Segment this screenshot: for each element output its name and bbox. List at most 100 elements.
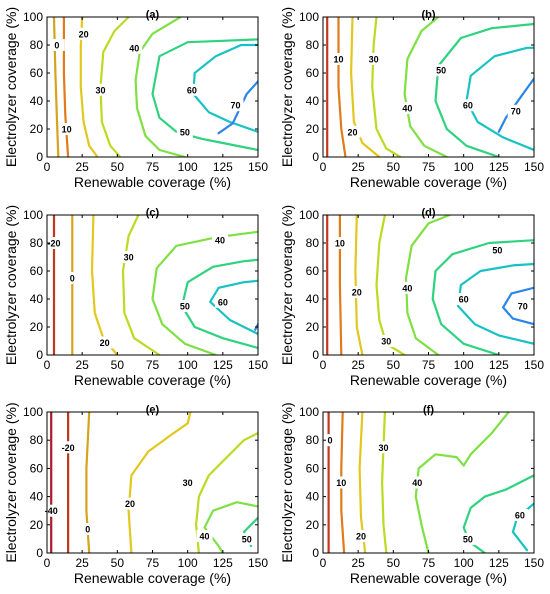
contour-label: 0 — [85, 525, 90, 535]
contour-line — [52, 17, 60, 157]
contour-label: 50 — [492, 246, 502, 256]
contour-label: 40 — [129, 43, 139, 53]
y-tick-label: 40 — [30, 292, 44, 306]
contour-label: 30 — [369, 55, 379, 65]
x-axis-label: Renewable coverage (%) — [350, 174, 507, 190]
y-tick-label: 40 — [306, 490, 320, 504]
contour-label-bg — [196, 530, 213, 543]
contour-label: -20 — [62, 443, 75, 453]
x-tick-label: 75 — [422, 358, 436, 372]
x-tick-label: 25 — [351, 160, 365, 174]
panel-3: -20 0 20 30 40 50 60 0 25 50 75 100 125 150 0 20 40 60 80 1… — [3, 205, 268, 388]
contour-line — [192, 43, 258, 133]
contour-label: 60 — [218, 297, 228, 307]
y-tick-label: 40 — [306, 94, 320, 108]
y-tick-label: 20 — [306, 518, 320, 532]
panel-label: (d) — [421, 207, 435, 219]
contour-label: 50 — [463, 534, 473, 544]
contour-label-bg — [60, 441, 77, 454]
y-tick-label: 60 — [306, 461, 320, 475]
contour-label: 40 — [200, 532, 210, 542]
contour-label-bg — [459, 99, 476, 112]
y-tick-label: 80 — [30, 433, 44, 447]
contour-label-bg — [399, 102, 416, 114]
contour-label: 70 — [518, 302, 528, 312]
contour-label-bg — [375, 441, 392, 454]
x-tick-label: 75 — [422, 556, 436, 570]
panel-label: (a) — [146, 9, 160, 21]
contour-label: 40 — [412, 478, 422, 488]
contour-line — [151, 38, 258, 152]
contour-line — [203, 501, 258, 553]
y-tick-label: 100 — [23, 208, 43, 222]
x-tick-label: 0 — [44, 160, 51, 174]
contour-label-bg — [459, 532, 476, 545]
y-tick-label: 80 — [306, 236, 320, 250]
contour-line — [371, 17, 402, 157]
contour-label-bg — [333, 476, 350, 489]
y-tick-label: 100 — [299, 10, 319, 24]
contour-label-bg — [365, 53, 382, 65]
contour-label-bg — [238, 532, 255, 545]
y-tick-label: 0 — [312, 150, 319, 164]
contour-line — [90, 215, 119, 355]
contour-label: 20 — [100, 338, 110, 348]
y-tick-label: 60 — [306, 264, 320, 278]
contour-label: 50 — [180, 302, 190, 312]
contour-line — [337, 17, 347, 157]
contour-line — [62, 17, 70, 157]
contour-lines — [326, 215, 534, 355]
contour-label: 0 — [328, 436, 333, 446]
contour-line — [338, 215, 343, 355]
x-tick-label: 125 — [213, 556, 233, 570]
x-tick-label: 100 — [178, 358, 198, 372]
y-tick-label: 0 — [312, 546, 319, 560]
contour-label: 20 — [125, 499, 135, 509]
contour-label-bg — [92, 83, 109, 96]
y-tick-label: 80 — [30, 236, 44, 250]
contour-line — [121, 215, 161, 355]
contour-line — [127, 412, 192, 553]
y-axis-label: Electrolyzer coverage (%) — [279, 205, 295, 365]
panel-5: -40 -20 0 20 30 40 50 0 25 50 75 100 125 150 0 20 40 60 80… — [3, 402, 268, 586]
contour-lines — [50, 412, 258, 553]
x-axis-label: Renewable coverage (%) — [74, 570, 231, 586]
contour-label-bg — [344, 125, 361, 138]
x-tick-label: 150 — [248, 358, 268, 372]
x-tick-label: 50 — [387, 160, 401, 174]
contour-label: 70 — [230, 101, 240, 111]
panel-label: (e) — [146, 404, 160, 416]
contour-label: 10 — [335, 239, 345, 249]
y-tick-label: 60 — [306, 66, 320, 80]
contour-label-bg — [79, 523, 96, 536]
y-tick-label: 80 — [306, 433, 320, 447]
contour-label: 10 — [333, 55, 343, 65]
contour-label-bg — [409, 476, 426, 489]
contour-line — [151, 230, 258, 355]
contour-label: 20 — [356, 532, 366, 542]
y-tick-label: 60 — [30, 66, 44, 80]
contour-line — [404, 215, 451, 355]
x-tick-label: 75 — [146, 160, 160, 174]
y-tick-label: 100 — [23, 405, 43, 419]
contour-label-bg — [227, 99, 244, 112]
y-tick-label: 20 — [306, 122, 320, 136]
y-tick-label: 100 — [299, 208, 319, 222]
y-axis-label: Electrolyzer coverage (%) — [3, 205, 19, 365]
contour-label: 40 — [215, 236, 225, 246]
x-axis-label: Renewable coverage (%) — [350, 372, 507, 388]
contour-lines — [52, 17, 258, 157]
contour-label-bg — [330, 53, 347, 65]
y-tick-label: 80 — [306, 38, 320, 52]
panel-label: (c) — [146, 207, 160, 219]
contour-line — [403, 17, 448, 157]
y-tick-label: 100 — [299, 405, 319, 419]
contour-label-bg — [176, 125, 193, 138]
panel-2: 10 20 30 40 50 60 70 0 25 50 75 100 125 150 0 20 40 60 80 1… — [279, 7, 544, 190]
x-tick-label: 25 — [75, 358, 89, 372]
contour-line — [195, 432, 258, 553]
contour-line — [434, 22, 534, 157]
x-tick-label: 0 — [320, 358, 327, 372]
contour-label-bg — [331, 237, 348, 249]
contour-label-bg — [75, 27, 92, 40]
